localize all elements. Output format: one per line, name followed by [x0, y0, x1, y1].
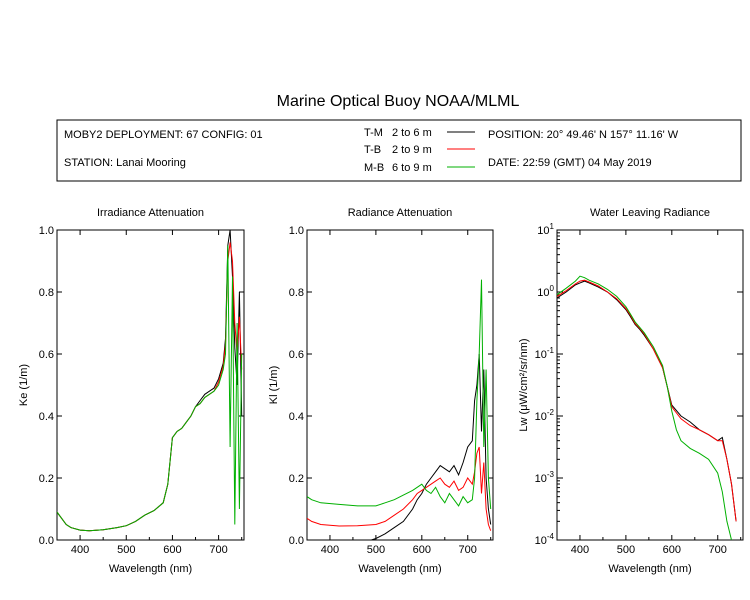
x-tick-label: 500: [367, 544, 385, 556]
info-box: [56, 119, 742, 182]
chart-title: Irradiance Attenuation: [97, 207, 204, 219]
y-tick-label: 0.0: [289, 535, 304, 547]
y-tick-label: 10-2: [535, 408, 555, 423]
x-tick-label: 600: [413, 544, 431, 556]
x-axis-label: Wavelength (nm): [358, 563, 441, 575]
y-axis-label: Lw (μW/cm²/sr/nm): [518, 338, 530, 431]
figure-title: Marine Optical Buoy NOAA/MLML: [277, 93, 520, 110]
x-tick-label: 400: [321, 544, 339, 556]
plot-frame: [306, 229, 494, 541]
x-tick-label: 400: [71, 544, 89, 556]
radiance-attenuation-chart: Radiance Attenuation 400 500 600 700 0.0 0.2 0.…: [268, 207, 494, 575]
y-tick-label: 10-3: [535, 470, 555, 485]
chart-title: Water Leaving Radiance: [590, 207, 710, 219]
position-text: POSITION: 20° 49.46' N 157° 11.16' W: [488, 129, 679, 141]
x-tick-label: 600: [163, 544, 181, 556]
legend-code-mb: M-B: [364, 162, 384, 174]
legend-range-tb: 2 to 9 m: [392, 144, 432, 156]
x-tick-label: 500: [617, 544, 635, 556]
series-legend: T-M 2 to 6 m T-B 2 to 9 m M-B 6 to 9 m: [364, 127, 475, 174]
x-tick-label: 700: [709, 544, 727, 556]
x-tick-label: 700: [209, 544, 227, 556]
station-text: STATION: Lanai Mooring: [64, 157, 186, 169]
y-tick-label: 0.8: [39, 287, 54, 299]
series-line-t-b: [557, 279, 737, 522]
y-tick-label: 10-4: [535, 532, 555, 547]
legend-range-tm: 2 to 6 m: [392, 127, 432, 139]
series-line-t-b: [307, 446, 492, 531]
y-tick-label: 1.0: [289, 225, 304, 237]
x-tick-label: 400: [571, 544, 589, 556]
y-tick-label: 0.6: [289, 349, 304, 361]
y-tick-label: 0.0: [39, 535, 54, 547]
water-leaving-radiance-chart: Water Leaving Radiance 400 500 600 700 101 100…: [518, 207, 744, 575]
plot-frame: [56, 229, 245, 541]
y-axis-label: Kl (1/m): [268, 366, 280, 405]
y-tick-label: 0.4: [289, 411, 304, 423]
legend-range-mb: 6 to 9 m: [392, 162, 432, 174]
y-tick-label: 0.2: [289, 473, 304, 485]
y-tick-label: 1.0: [39, 225, 54, 237]
series-line-t-m: [57, 230, 243, 532]
y-tick-label: 0.2: [39, 473, 54, 485]
y-tick-label: 101: [537, 222, 554, 237]
x-axis-label: Wavelength (nm): [608, 563, 691, 575]
legend-entry-tm: T-M 2 to 6 m: [364, 127, 475, 139]
y-tick-label: 0.4: [39, 411, 54, 423]
date-text: DATE: 22:59 (GMT) 04 May 2019: [488, 157, 652, 169]
x-tick-label: 500: [117, 544, 135, 556]
series-line-m-b: [307, 279, 492, 510]
series-line-m-b: [557, 275, 732, 540]
x-tick-label: 700: [459, 544, 477, 556]
legend-entry-mb: M-B 6 to 9 m: [364, 162, 475, 174]
x-tick-label: 600: [663, 544, 681, 556]
chart-title: Radiance Attenuation: [348, 207, 453, 219]
plot-frame: [556, 229, 744, 541]
series-line-t-m: [557, 280, 737, 522]
x-axis-label: Wavelength (nm): [109, 563, 192, 575]
deployment-text: MOBY2 DEPLOYMENT: 67 CONFIG: 01: [64, 129, 263, 141]
y-tick-label: 100: [537, 284, 554, 299]
irradiance-attenuation-chart: Irradiance Attenuation 400 500 600 700 0.0 0.2…: [18, 207, 245, 575]
legend-entry-tb: T-B 2 to 9 m: [364, 144, 475, 156]
legend-code-tb: T-B: [364, 144, 381, 156]
y-tick-label: 0.8: [289, 287, 304, 299]
y-tick-label: 0.6: [39, 349, 54, 361]
y-axis-label: Ke (1/m): [18, 364, 30, 406]
legend-code-tm: T-M: [364, 127, 383, 139]
series-line-m-b: [57, 245, 243, 532]
series-line-t-b: [57, 242, 243, 532]
y-tick-label: 10-1: [535, 346, 555, 361]
